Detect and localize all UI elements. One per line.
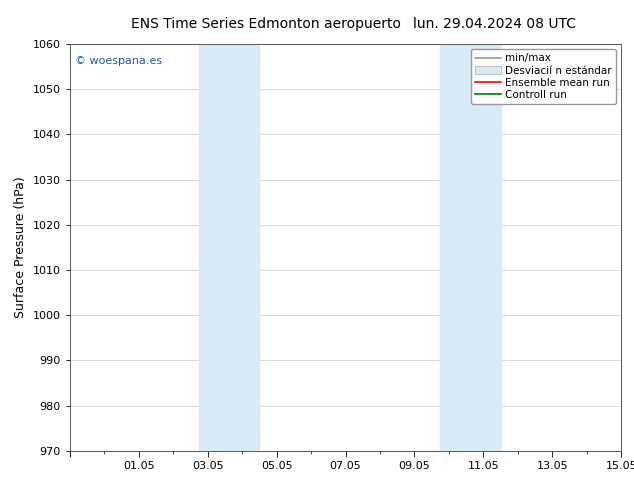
Text: ENS Time Series Edmonton aeropuerto: ENS Time Series Edmonton aeropuerto bbox=[131, 17, 401, 31]
Text: lun. 29.04.2024 08 UTC: lun. 29.04.2024 08 UTC bbox=[413, 17, 576, 31]
Legend: min/max, Desviacií n estándar, Ensemble mean run, Controll run: min/max, Desviacií n estándar, Ensemble … bbox=[471, 49, 616, 104]
Bar bbox=[233, 44, 259, 451]
Text: © woespana.es: © woespana.es bbox=[75, 56, 162, 66]
Bar bbox=[199, 44, 233, 451]
Bar bbox=[441, 44, 466, 451]
Y-axis label: Surface Pressure (hPa): Surface Pressure (hPa) bbox=[14, 176, 27, 318]
Bar bbox=[466, 44, 501, 451]
